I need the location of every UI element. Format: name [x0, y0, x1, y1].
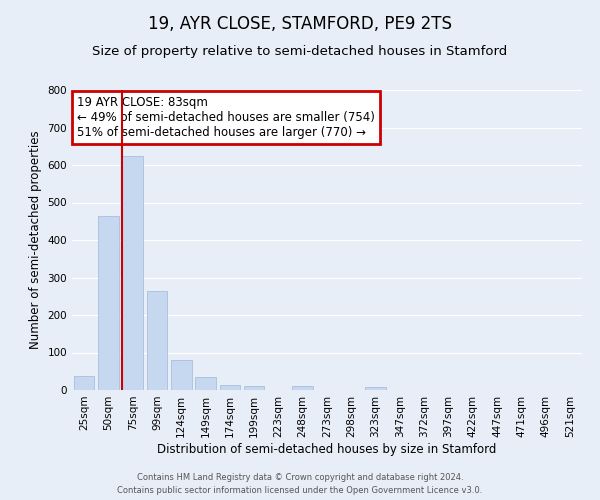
Y-axis label: Number of semi-detached properties: Number of semi-detached properties	[29, 130, 42, 350]
Bar	[195, 377, 216, 390]
Text: 19 AYR CLOSE: 83sqm
← 49% of semi-detached houses are smaller (754)
51% of semi-: 19 AYR CLOSE: 83sqm ← 49% of semi-detach…	[77, 96, 375, 139]
Bar	[244, 386, 265, 390]
Bar	[220, 385, 240, 390]
X-axis label: Distribution of semi-detached houses by size in Stamford: Distribution of semi-detached houses by …	[157, 442, 497, 456]
Bar	[146, 290, 167, 390]
Bar	[74, 376, 94, 390]
Text: 19, AYR CLOSE, STAMFORD, PE9 2TS: 19, AYR CLOSE, STAMFORD, PE9 2TS	[148, 15, 452, 33]
Text: Size of property relative to semi-detached houses in Stamford: Size of property relative to semi-detach…	[92, 45, 508, 58]
Bar	[171, 360, 191, 390]
Bar	[292, 386, 313, 390]
Bar	[122, 156, 143, 390]
Bar	[98, 216, 119, 390]
Bar	[365, 388, 386, 390]
Text: Contains HM Land Registry data © Crown copyright and database right 2024.
Contai: Contains HM Land Registry data © Crown c…	[118, 473, 482, 495]
